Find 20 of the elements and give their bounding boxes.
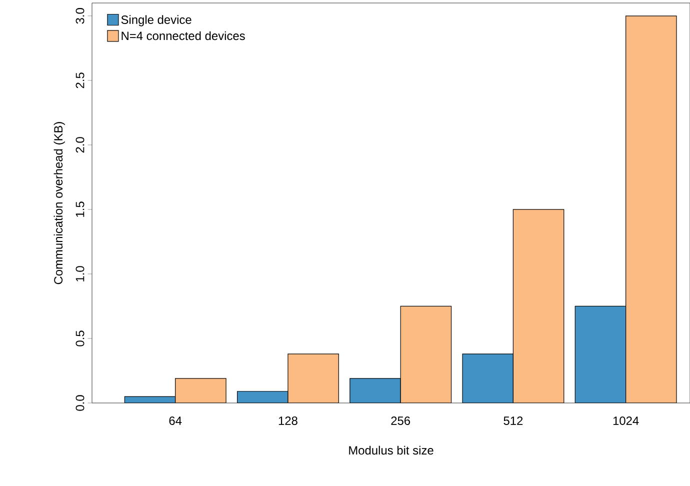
legend-label: Single device (121, 15, 192, 26)
y-tick-label: 2.0 (76, 137, 84, 153)
bar (237, 391, 288, 403)
y-tick-label: 0.5 (76, 330, 84, 346)
legend-label: N=4 connected devices (122, 31, 245, 40)
y-tick-label: 1.5 (76, 202, 84, 217)
y-axis-title: Communication overhead (KB) (54, 122, 65, 284)
y-tick-label: 0.0 (76, 395, 84, 411)
bar (462, 354, 514, 403)
x-tick-label: 128 (278, 416, 298, 425)
y-tick-label: 1.0 (76, 266, 84, 282)
x-tick-label: 512 (504, 416, 523, 425)
x-axis-title: Modulus bit size (349, 446, 434, 455)
y-tick-label: 3.0 (76, 8, 84, 24)
x-tick-label: 64 (169, 416, 182, 425)
x-tick-label: 256 (391, 416, 410, 425)
bar (574, 306, 626, 403)
y-tick-label: 2.5 (76, 72, 84, 88)
x-tick-label: 1024 (613, 416, 639, 425)
bar (350, 378, 401, 403)
